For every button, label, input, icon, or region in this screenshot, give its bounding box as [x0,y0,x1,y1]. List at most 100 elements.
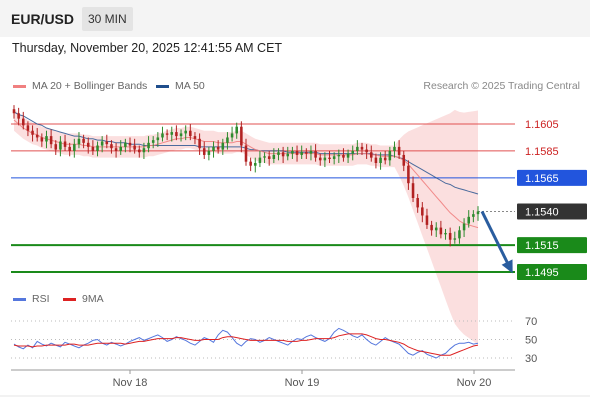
candle-body [407,165,410,184]
legend-ma20-label: MA 20 + Bollinger Bands [32,80,148,92]
candle-body [332,156,336,159]
rsi-tick-label: 70 [525,316,537,328]
candle-body [59,141,62,150]
candle-body [105,141,109,145]
candle-body [425,215,429,225]
level-label-support: 1.1515 [525,240,559,252]
candle-body [309,150,313,154]
candle-body [63,141,67,147]
candle-body [249,161,252,166]
level-label-resistance: 1.1585 [525,146,559,158]
candle-body [472,214,475,217]
level-label-resistance: 1.1605 [525,119,559,131]
candle-body [458,230,461,239]
rsi-ma-line [13,333,479,356]
candle-body [244,145,248,162]
candle-body [254,163,257,166]
candle-body [448,232,452,240]
legend-rsi-label: RSI [32,293,50,305]
candle-body [156,137,160,141]
timestamp: Thursday, November 20, 2025 12:41:55 AM … [12,41,283,55]
candle-body [68,146,71,151]
candle-body [356,146,359,151]
candle-body [379,157,382,164]
level-label-pivot: 1.1565 [525,173,559,185]
candle-body [444,232,447,235]
candle-body [26,125,30,131]
candle-body [305,152,308,154]
candle-body [124,142,127,147]
rsi-swatch-icon [13,297,26,301]
candle-body [462,223,466,231]
candle-body [77,138,81,145]
candle-body [281,152,285,157]
candle-body [388,150,392,161]
candle-body [82,138,85,143]
candle-body [12,109,16,114]
candle-body [184,130,187,134]
forecast-arrow [480,210,512,269]
candle-body [439,227,443,235]
candle-body [40,137,44,142]
candle-body [314,150,317,158]
legend-rsi: RSI [13,293,50,305]
candle-body [73,144,76,151]
level-label-support: 1.1495 [525,267,559,279]
legend-ma50-label: MA 50 [175,80,205,92]
candle-body [453,238,457,240]
candle-body [165,133,169,135]
candle-body [337,154,341,157]
rsi-ma-swatch-icon [63,297,76,301]
candle-body [360,146,364,150]
candle-body [235,126,238,134]
candle-body [272,154,276,159]
candle-body [91,146,95,151]
candle-body [416,198,419,208]
candle-body [240,126,243,146]
legend-rsi-ma: 9MA [63,293,104,305]
level-tag-pivot [517,169,587,186]
candle-body [138,149,141,153]
candle-body [351,150,354,154]
candle-body [45,136,48,142]
candle-body [114,148,118,151]
candle-body [151,140,155,143]
ma20-swatch-icon [13,84,26,88]
chart-header: EUR/USD 30 MIN [0,0,590,37]
candle-body [128,142,132,146]
candle-body [263,156,266,158]
candle-body [198,138,201,149]
candle-body [434,227,438,231]
legend-ma20: MA 20 + Bollinger Bands [13,80,147,92]
candle-body [411,183,415,198]
candle-body [318,157,322,161]
candle-body [86,142,90,147]
candle-body [31,130,34,135]
candle-body [54,144,58,150]
candle-body [267,156,271,159]
candle-body [175,132,178,137]
candle-body [402,154,406,166]
candle-body [430,224,433,231]
forecast-arrow-head-icon [501,259,513,274]
candle-body [189,130,192,137]
candle-body [22,118,25,126]
x-tick-label: Nov 20 [457,377,492,389]
x-tick-label: Nov 18 [113,377,148,389]
candle-body [370,152,373,158]
candle-body [421,207,424,216]
candle-body [374,157,378,164]
candle-body [346,153,350,158]
candle-body [179,133,183,137]
level-tag-support [517,264,587,280]
candle-body [216,146,220,150]
candle-body [393,146,396,151]
candle-body [110,144,113,149]
timeframe-badge[interactable]: 30 MIN [82,7,133,31]
candle-body [286,153,290,157]
candle-body [476,211,480,215]
candle-body [221,142,225,150]
legend-rsi-ma-label: 9MA [82,293,104,305]
bollinger-band-area [14,109,478,345]
